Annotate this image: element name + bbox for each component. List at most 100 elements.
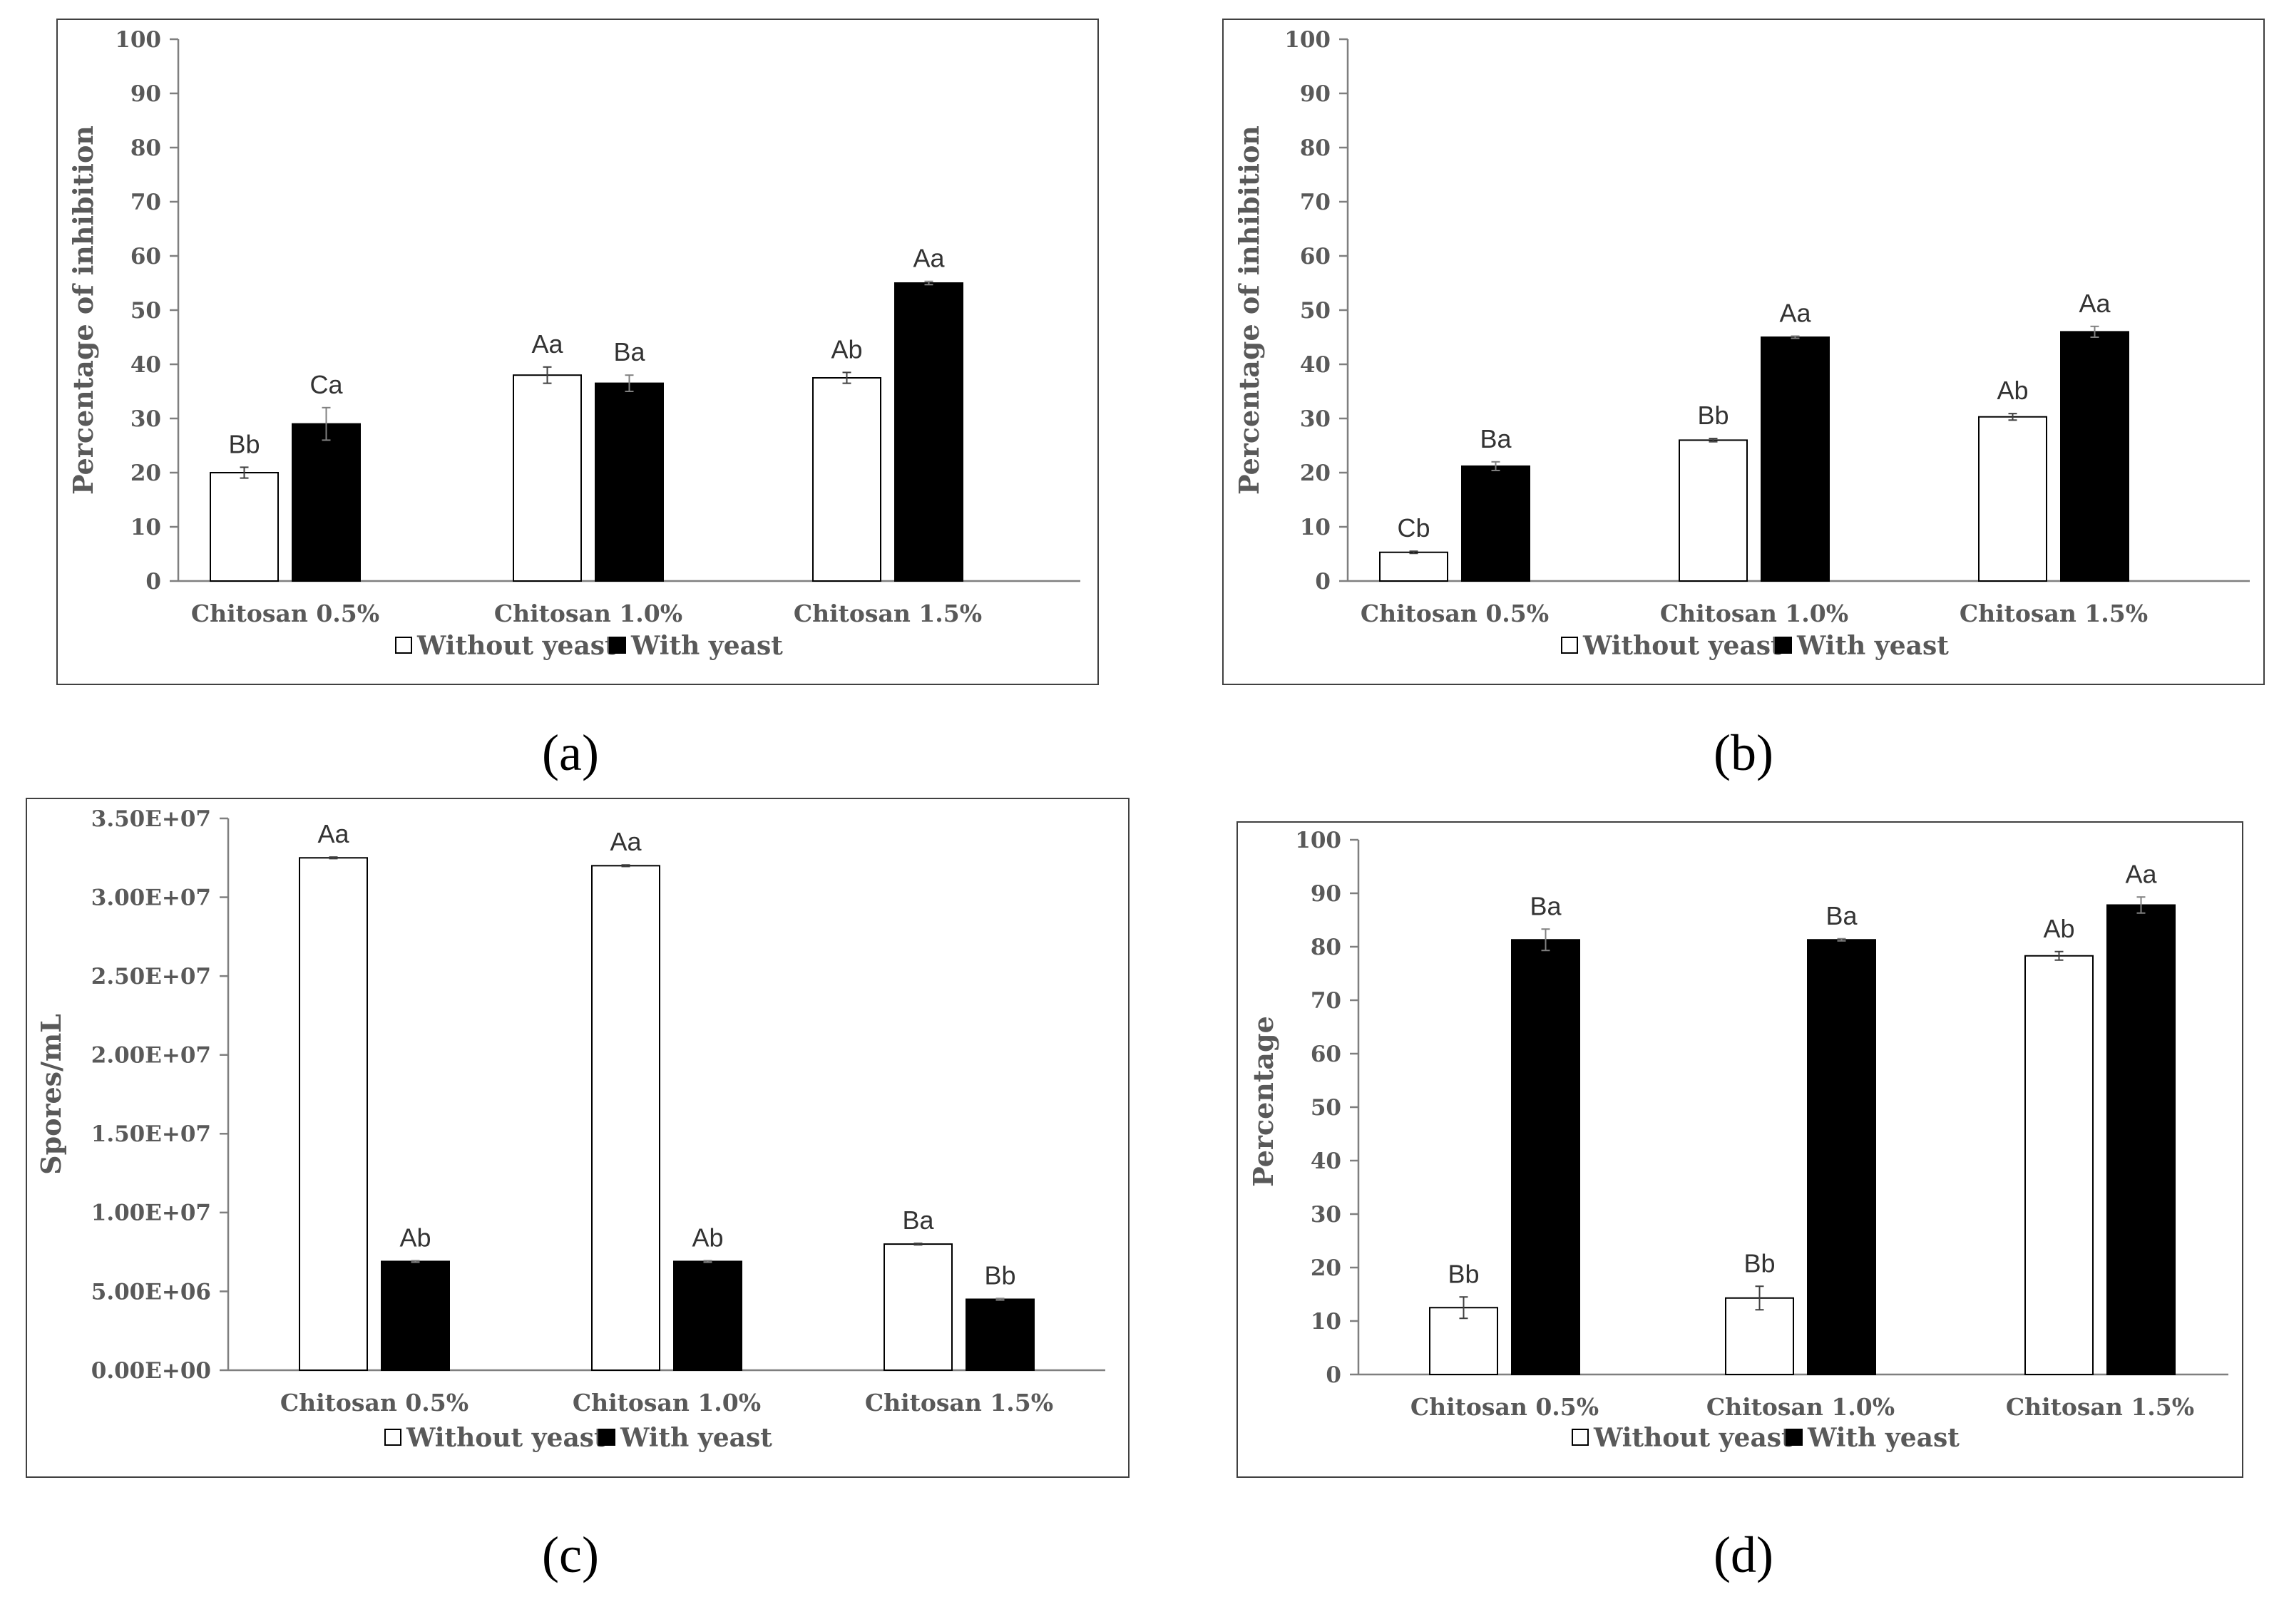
y-tick-label: 90 [130, 81, 161, 107]
x-tick-label: Chitosan 1.5% [1960, 600, 2148, 627]
bar-without-yeast [513, 374, 582, 582]
bar-without-yeast [1379, 551, 1448, 582]
bar-with-yeast [894, 282, 963, 582]
bar-with-yeast [381, 1260, 450, 1371]
y-tick-label: 10 [1311, 1309, 1341, 1335]
legend-label: Without yeast [416, 631, 617, 661]
legend-label: Without yeast [1593, 1423, 1793, 1453]
data-label: Bb [228, 429, 260, 458]
x-tick-label: Chitosan 1.0% [494, 600, 682, 627]
bar-without-yeast [1679, 439, 1748, 582]
legend-label: With yeast [1796, 631, 1949, 661]
data-label: Aa [610, 827, 642, 856]
y-tick-label: 5.00E+06 [91, 1279, 211, 1305]
panel-frame [1236, 821, 2243, 1478]
y-tick-label: 0 [1315, 569, 1331, 595]
y-tick-label: 20 [1311, 1255, 1341, 1281]
data-label: Aa [317, 819, 349, 848]
data-label: Aa [531, 329, 563, 359]
legend-label: With yeast [630, 631, 783, 661]
legend-label: With yeast [620, 1423, 772, 1453]
y-tick-label: 70 [1300, 190, 1331, 215]
x-tick-label: Chitosan 0.5% [191, 600, 379, 627]
x-tick-label: Chitosan 1.0% [1660, 600, 1848, 627]
x-tick-label: Chitosan 1.0% [573, 1389, 761, 1417]
data-label: Ba [902, 1206, 934, 1235]
panel-label: (d) [1714, 1526, 1773, 1583]
y-tick-label: 80 [1300, 135, 1331, 161]
y-tick-label: 20 [1300, 461, 1331, 486]
x-tick-label: Chitosan 1.5% [865, 1389, 1053, 1417]
y-tick-label: 90 [1300, 81, 1331, 107]
y-tick-label: 0.00E+00 [91, 1358, 211, 1384]
y-tick-label: 60 [1300, 244, 1331, 269]
y-tick-label: 10 [130, 515, 161, 540]
y-tick-label: 50 [1300, 298, 1331, 324]
panel-label: (b) [1714, 724, 1773, 781]
y-tick-label: 70 [130, 190, 161, 215]
data-label: Ab [399, 1223, 431, 1252]
data-label: Ba [1530, 891, 1562, 920]
y-tick-label: 100 [115, 27, 161, 53]
bar-with-yeast [1511, 939, 1580, 1375]
data-label: Cb [1397, 513, 1430, 543]
bar-without-yeast [2024, 955, 2094, 1375]
legend-swatch-with-yeast [1786, 1429, 1803, 1446]
legend-swatch-without-yeast [395, 637, 412, 654]
data-label: Ab [692, 1223, 723, 1252]
data-label: Bb [1743, 1248, 1775, 1278]
bar-without-yeast [884, 1243, 953, 1371]
y-tick-label: 50 [1311, 1095, 1341, 1121]
bar-with-yeast [1807, 939, 1876, 1375]
x-tick-label: Chitosan 1.5% [2006, 1393, 2194, 1421]
y-axis-title: Percentage of inhibition [67, 125, 99, 495]
legend-swatch-without-yeast [384, 1429, 401, 1446]
legend-swatch-with-yeast [609, 637, 626, 654]
data-label: Bb [984, 1260, 1015, 1290]
y-tick-label: 90 [1311, 881, 1341, 907]
data-label: Bb [1448, 1259, 1479, 1288]
bar-without-yeast [210, 472, 279, 582]
data-label: Ba [613, 337, 645, 366]
y-axis-title: Percentage [1247, 1016, 1279, 1187]
legend-label: Without yeast [406, 1423, 606, 1453]
legend-swatch-without-yeast [1572, 1429, 1589, 1446]
data-label: Ba [1825, 901, 1858, 930]
y-tick-label: 50 [130, 298, 161, 324]
panel-frame [26, 798, 1130, 1478]
x-tick-label: Chitosan 0.5% [280, 1389, 468, 1417]
data-label: Aa [2079, 289, 2111, 318]
y-tick-label: 80 [130, 135, 161, 161]
bar-with-yeast [2060, 331, 2129, 582]
y-tick-label: 0 [1326, 1362, 1341, 1388]
y-tick-label: 30 [130, 406, 161, 432]
x-tick-label: Chitosan 1.0% [1706, 1393, 1895, 1421]
panel-frame [1222, 19, 2265, 685]
x-tick-label: Chitosan 0.5% [1361, 600, 1549, 627]
y-tick-label: 1.50E+07 [91, 1121, 211, 1147]
y-tick-label: 2.50E+07 [91, 964, 211, 990]
y-tick-label: 3.00E+07 [91, 885, 211, 910]
y-tick-label: 0 [145, 569, 161, 595]
bar-without-yeast [1978, 416, 2047, 582]
y-tick-label: 60 [1311, 1042, 1341, 1067]
y-tick-label: 1.00E+07 [91, 1201, 211, 1226]
data-label: Aa [913, 244, 945, 273]
y-tick-label: 40 [1311, 1148, 1341, 1174]
chart-panel-a: 0 10 20 30 40 50 60 70 80 90 100 Percentage of inhi… [56, 19, 1099, 685]
data-label: Ca [309, 370, 343, 399]
panel-label: (c) [542, 1526, 599, 1583]
legend-label: With yeast [1807, 1423, 1960, 1453]
y-tick-label: 100 [1284, 27, 1331, 53]
y-tick-label: 30 [1300, 406, 1331, 432]
y-axis-title: Spores/mL [35, 1014, 67, 1175]
bar-with-yeast [966, 1298, 1035, 1371]
chart-panel-b: 0 10 20 30 40 50 60 70 80 90 100 Percentage of inhi… [1222, 19, 2265, 685]
data-label: Aa [2125, 859, 2157, 888]
data-label: Aa [1779, 298, 1811, 327]
data-label: Ab [1997, 376, 2028, 405]
legend-swatch-with-yeast [1775, 637, 1792, 654]
y-tick-label: 40 [130, 352, 161, 378]
